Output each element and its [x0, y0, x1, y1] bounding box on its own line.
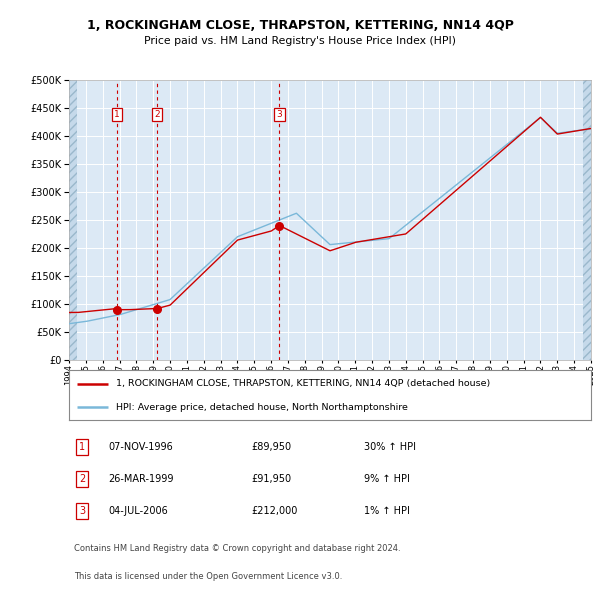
Text: 1% ↑ HPI: 1% ↑ HPI [364, 506, 410, 516]
Text: Contains HM Land Registry data © Crown copyright and database right 2024.: Contains HM Land Registry data © Crown c… [74, 544, 401, 553]
Text: 07-NOV-1996: 07-NOV-1996 [108, 442, 173, 452]
Text: £91,950: £91,950 [252, 474, 292, 484]
Text: £212,000: £212,000 [252, 506, 298, 516]
Text: 2: 2 [79, 474, 85, 484]
Text: 3: 3 [277, 110, 283, 119]
Text: £89,950: £89,950 [252, 442, 292, 452]
Text: 30% ↑ HPI: 30% ↑ HPI [364, 442, 416, 452]
Bar [583, 80, 591, 360]
Text: 04-JUL-2006: 04-JUL-2006 [108, 506, 168, 516]
Text: 9% ↑ HPI: 9% ↑ HPI [364, 474, 410, 484]
Text: 3: 3 [79, 506, 85, 516]
Bar [69, 80, 77, 360]
Text: HPI: Average price, detached house, North Northamptonshire: HPI: Average price, detached house, Nort… [116, 402, 408, 412]
Text: 1, ROCKINGHAM CLOSE, THRAPSTON, KETTERING, NN14 4QP (detached house): 1, ROCKINGHAM CLOSE, THRAPSTON, KETTERIN… [116, 379, 490, 388]
Text: This data is licensed under the Open Government Licence v3.0.: This data is licensed under the Open Gov… [74, 572, 343, 581]
Text: 1: 1 [79, 442, 85, 452]
Text: 26-MAR-1999: 26-MAR-1999 [108, 474, 173, 484]
Text: 2: 2 [154, 110, 160, 119]
Text: 1: 1 [114, 110, 120, 119]
Text: 1, ROCKINGHAM CLOSE, THRAPSTON, KETTERING, NN14 4QP: 1, ROCKINGHAM CLOSE, THRAPSTON, KETTERIN… [86, 19, 514, 32]
Text: Price paid vs. HM Land Registry's House Price Index (HPI): Price paid vs. HM Land Registry's House … [144, 37, 456, 46]
